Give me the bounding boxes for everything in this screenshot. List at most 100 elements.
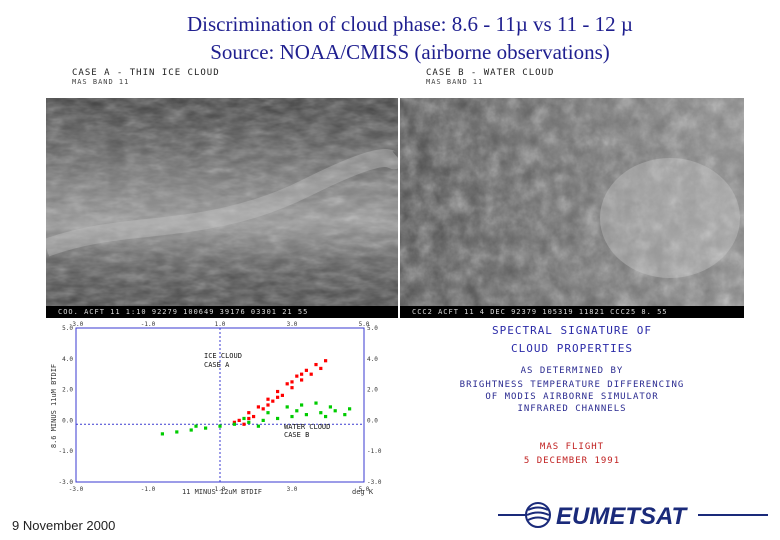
- scatter-point: [319, 366, 323, 371]
- y-tick-label-left: 5.0: [62, 325, 73, 332]
- scatter-point: [256, 424, 260, 428]
- scatter-point: [348, 407, 352, 411]
- y-tick-label-left: 2.0: [62, 387, 73, 394]
- panel-a-band-label: MAS BAND 11: [72, 78, 130, 86]
- y-tick-label-right: 0.0: [367, 417, 378, 424]
- x-axis-unit: deg K: [352, 488, 374, 496]
- scatter-point: [252, 414, 256, 419]
- scatter-point: [280, 393, 284, 397]
- x-tick-label-top: 3.0: [287, 321, 298, 328]
- panel-a-footer: COO. ACFT 11 1:10 92279 100649 39176 033…: [46, 306, 398, 318]
- x-tick-label-bottom: 1.0: [215, 486, 226, 493]
- signature-line2: BRIGHTNESS TEMPERATURE DIFFERENCING: [459, 380, 685, 390]
- scatter-point: [261, 418, 265, 422]
- scatter-point: [300, 372, 304, 376]
- scatter-point: [300, 378, 304, 382]
- scatter-point: [218, 424, 222, 428]
- ice-cloud-image: [46, 98, 398, 306]
- scatter-point: [276, 395, 280, 399]
- scatter-point: [285, 405, 289, 409]
- plot-marks: [160, 359, 352, 436]
- y-tick-label-right: -3.0: [367, 479, 382, 486]
- signature-flight: MAS FLIGHT: [539, 442, 605, 452]
- scatter-point: [333, 409, 337, 413]
- slide-title-line1: Discrimination of cloud phase: 8.6 - 11µ…: [186, 12, 634, 36]
- panel-b-header: CASE B - WATER CLOUD MAS BAND 11: [400, 64, 744, 98]
- ice-cloud-annotation-line1: ICE CLOUD: [204, 352, 242, 360]
- y-tick-label-left: 4.0: [62, 356, 73, 363]
- eumetsat-logo: EUMETSAT: [498, 500, 768, 530]
- y-axis-label: 8.6 MINUS 11uM BTDIF: [50, 364, 58, 448]
- scatter-point: [204, 426, 208, 430]
- signature-flight-date: 5 DECEMBER 1991: [523, 456, 621, 466]
- panel-case-a: CASE A - THIN ICE CLOUD MAS BAND 11 COO.…: [46, 64, 398, 318]
- scatter-point: [237, 418, 241, 422]
- scatter-point: [324, 359, 328, 363]
- x-tick-label-top: 5.0: [359, 321, 370, 328]
- panel-b-case-label: CASE B - WATER CLOUD: [426, 68, 555, 78]
- panel-b-band-label: MAS BAND 11: [426, 78, 484, 86]
- water-cloud-image: [400, 98, 744, 306]
- x-tick-label-bottom: -3.0: [69, 486, 84, 493]
- scatter-point: [247, 420, 251, 424]
- y-tick-label-right: 4.0: [367, 356, 378, 363]
- scatter-point: [232, 422, 236, 426]
- scatter-point: [328, 405, 332, 409]
- scatter-point: [290, 380, 294, 384]
- scatter-point: [295, 374, 299, 378]
- x-tick-label-bottom: 5.0: [359, 486, 370, 493]
- footer-date: 9 November 2000: [12, 518, 116, 533]
- scatter-point: [314, 362, 318, 367]
- scatter-point: [247, 411, 251, 415]
- signature-heading2: CLOUD PROPERTIES: [511, 342, 633, 355]
- scatter-point: [304, 413, 308, 417]
- scatter-point: [266, 403, 270, 407]
- scatter-point: [256, 405, 260, 409]
- scatter-point: [266, 411, 270, 415]
- scatter-point: [266, 397, 270, 401]
- panel-a-header: CASE A - THIN ICE CLOUD MAS BAND 11: [46, 64, 398, 98]
- scatter-point: [295, 409, 299, 413]
- scatter-point: [242, 422, 246, 426]
- panel-case-b: CASE B - WATER CLOUD MAS BAND 11 CCC2 AC…: [400, 64, 744, 318]
- slide-title-line2: Source: NOAA/CMISS (airborne observation…: [210, 40, 610, 64]
- scatter-point: [160, 432, 164, 436]
- scatter-point: [232, 420, 236, 424]
- scatter-point: [189, 428, 193, 432]
- signature-line3: OF MODIS AIRBORNE SIMULATOR: [485, 392, 659, 402]
- y-tick-label-right: -1.0: [367, 448, 382, 455]
- plot-background: [46, 318, 398, 500]
- signature-heading1: SPECTRAL SIGNATURE OF: [491, 324, 653, 337]
- y-tick-label-left: 0.0: [62, 417, 73, 424]
- water-cloud-annotation-line1: WATER CLOUD: [284, 423, 330, 431]
- scatter-point: [276, 416, 280, 421]
- scatter-point: [175, 430, 179, 434]
- scatter-point: [304, 368, 308, 372]
- btdif-scatter-plot: -3.0-3.0-1.0-1.01.01.03.03.05.05.05.0 5.0…: [46, 318, 398, 500]
- y-tick-label-right: 5.0: [367, 325, 378, 332]
- signature-line4: INFRARED CHANNELS: [517, 404, 627, 414]
- scatter-point: [290, 414, 294, 419]
- scatter-point: [314, 401, 318, 405]
- y-tick-label-left: -1.0: [59, 448, 74, 455]
- scatter-point: [343, 413, 347, 417]
- scatter-point: [194, 424, 198, 428]
- ice-cloud-annotation-line2: CASE A: [204, 361, 230, 369]
- x-tick-label-bottom: 3.0: [287, 486, 298, 493]
- scatter-point: [309, 372, 313, 376]
- scatter-point: [271, 399, 275, 403]
- water-cloud-annotation-line2: CASE B: [284, 431, 309, 439]
- scatter-point: [242, 416, 246, 421]
- x-tick-label-top: 1.0: [215, 321, 226, 328]
- scatter-point: [247, 416, 251, 421]
- scatter-point: [261, 407, 265, 411]
- y-tick-label-left: -3.0: [59, 479, 74, 486]
- spectral-signature-panel: SPECTRAL SIGNATURE OF CLOUD PROPERTIES A…: [400, 318, 744, 500]
- x-tick-label-top: -3.0: [69, 321, 84, 328]
- panel-b-footer: CCC2 ACFT 11 4 DEC 92379 105319 11821 CC…: [400, 306, 744, 318]
- y-tick-label-right: 2.0: [367, 387, 378, 394]
- scatter-point: [276, 389, 280, 394]
- scatter-point: [285, 382, 289, 386]
- plot-axes: -3.0-3.0-1.0-1.01.01.03.03.05.05.05.0 5.0…: [59, 321, 382, 493]
- signature-line1: AS DETERMINED BY: [520, 366, 624, 376]
